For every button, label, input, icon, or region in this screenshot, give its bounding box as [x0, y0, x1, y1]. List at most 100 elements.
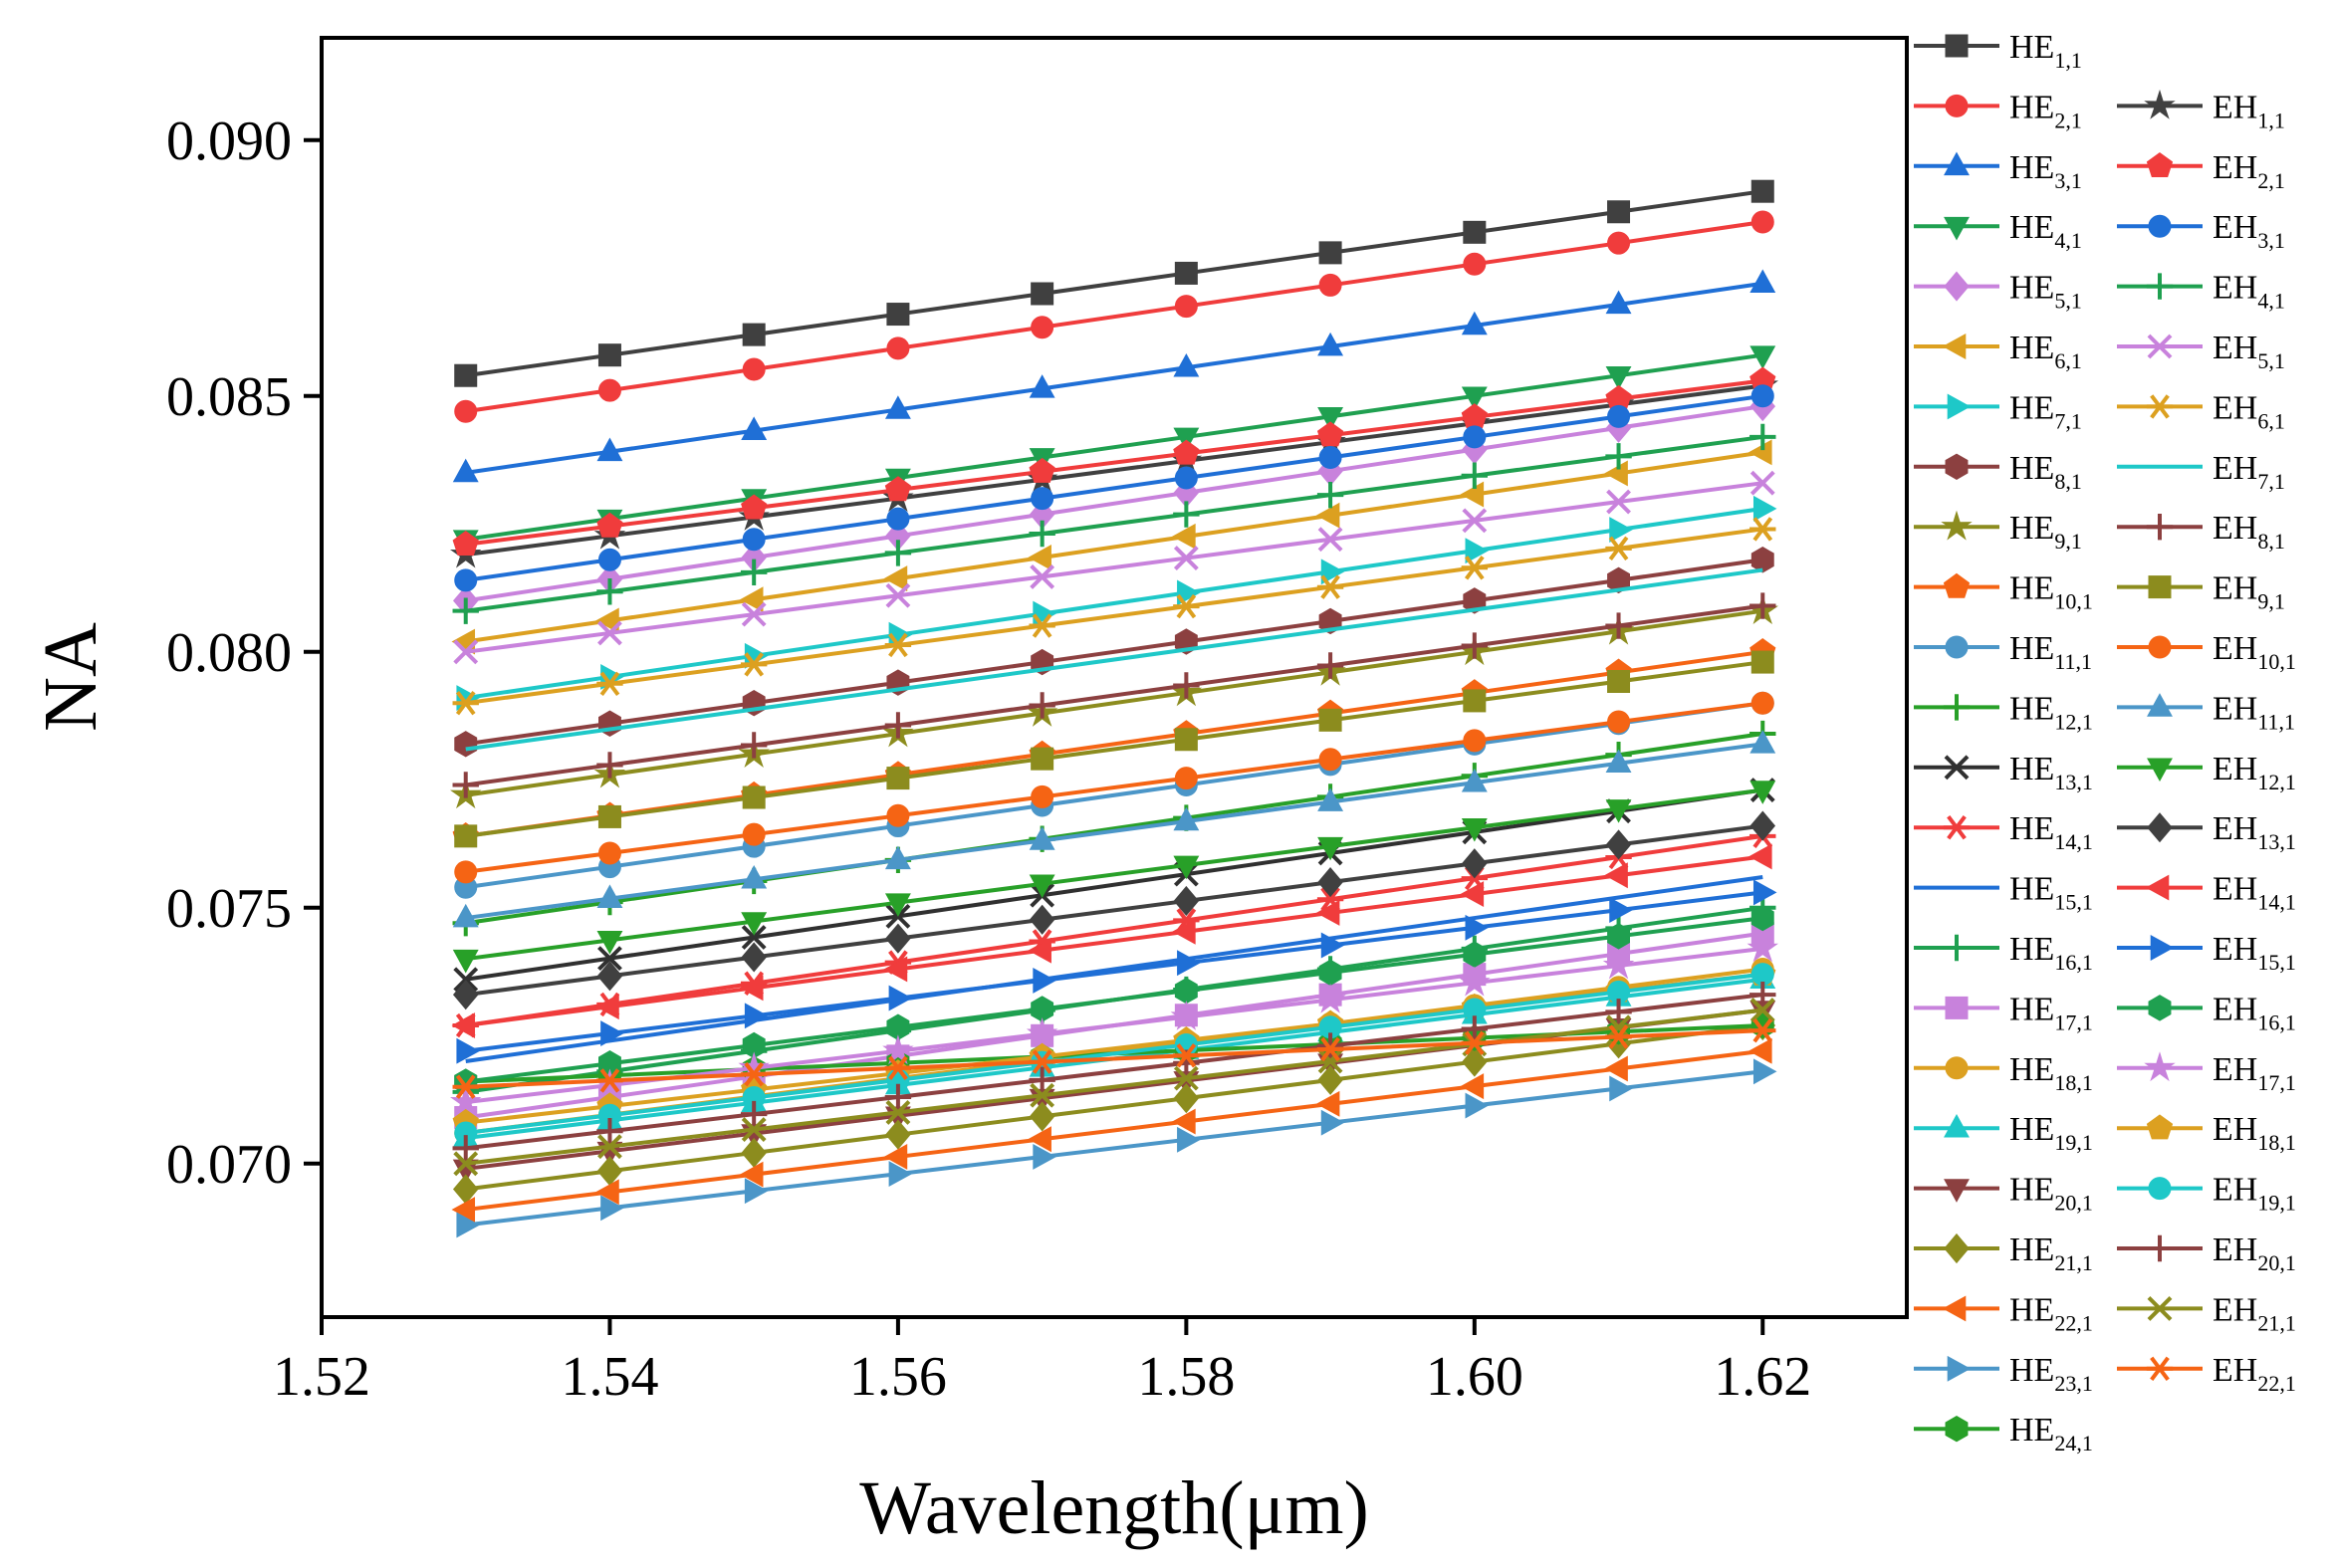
data-point [452, 949, 479, 974]
legend-marker [1943, 815, 1971, 840]
legend-label: HE7,1 [2009, 389, 2082, 433]
series-line [465, 1048, 1763, 1213]
legend-marker [1945, 635, 1969, 659]
series-eh19-1 [454, 963, 1774, 1145]
series-he2-1 [454, 210, 1774, 423]
data-point [740, 559, 768, 586]
data-point [597, 841, 621, 865]
legend-item: EH8,1 [2117, 510, 2285, 554]
data-point [741, 942, 767, 973]
series-he15-1 [465, 874, 1763, 1063]
legend: HE1,1 HE2,1 HE3,1 HE4,1 HE5,1 HE6,1 HE7,1 HE8,1… [1914, 29, 2296, 1456]
legend-label: EH10,1 [2213, 630, 2296, 674]
data-point [453, 1151, 479, 1177]
data-point [1173, 1065, 1199, 1091]
data-point [741, 912, 768, 936]
series-line [465, 281, 1763, 475]
data-point [1317, 1048, 1343, 1074]
legend-marker [1944, 1179, 1970, 1203]
legend-marker [2146, 1114, 2174, 1140]
x-tick-label: 1.52 [273, 1346, 370, 1408]
series-eh20-1 [452, 981, 1776, 1162]
data-point [1749, 781, 1776, 804]
data-point [1461, 462, 1489, 489]
data-point [1605, 290, 1632, 315]
data-point [742, 357, 766, 381]
data-point [1173, 593, 1200, 619]
data-point [741, 494, 768, 520]
data-point [1750, 179, 1774, 203]
data-point [454, 568, 478, 592]
data-point [739, 586, 764, 613]
data-point [1316, 481, 1344, 509]
data-point [452, 980, 479, 1010]
legend-marker [2147, 693, 2173, 717]
data-point [1750, 210, 1774, 234]
data-point [1030, 563, 1055, 589]
data-point [452, 531, 479, 557]
series-he5-1 [452, 391, 1776, 616]
series-eh8-1 [452, 592, 1776, 798]
data-point [1747, 932, 1778, 963]
legend-label: EH14,1 [2213, 871, 2296, 915]
series-line [465, 383, 1763, 558]
data-point [1606, 489, 1631, 515]
legend-item: HE14,1 [1914, 810, 2093, 854]
data-point [1752, 879, 1777, 906]
series-line [465, 701, 1763, 874]
data-point [452, 1135, 479, 1162]
data-point [744, 1003, 769, 1029]
data-point [740, 732, 768, 759]
data-point [1605, 799, 1632, 823]
data-point [595, 994, 619, 1020]
data-point [595, 1179, 619, 1206]
legend-item: EH1,1 [2117, 89, 2285, 132]
legend-marker [2146, 273, 2174, 300]
data-point [596, 752, 623, 779]
legend-marker [2147, 758, 2173, 783]
data-point [1605, 365, 1632, 390]
legend-item: EH19,1 [2117, 1172, 2296, 1216]
series-he6-1 [451, 439, 1772, 655]
legend-item: EH15,1 [2117, 931, 2296, 975]
legend-marker [2146, 1356, 2174, 1381]
data-point [1029, 692, 1055, 719]
data-point [1172, 918, 1196, 945]
legend-item: EH12,1 [2117, 751, 2296, 794]
data-point [1465, 1092, 1490, 1119]
series-line [465, 874, 1763, 1063]
data-point [1749, 517, 1776, 542]
series-eh10-1 [454, 691, 1774, 884]
legend-label: HE15,1 [2009, 871, 2093, 915]
legend-label: EH5,1 [2213, 330, 2285, 373]
legend-label: EH20,1 [2213, 1232, 2296, 1275]
series-layer [450, 179, 1778, 1238]
legend-label: EH16,1 [2213, 991, 2296, 1034]
data-point [1172, 1108, 1196, 1135]
data-point [454, 860, 478, 884]
data-point [452, 772, 479, 798]
data-point [1318, 241, 1342, 265]
data-point [1605, 999, 1632, 1025]
series-line [465, 393, 1763, 582]
data-point [1170, 1000, 1203, 1030]
legend-label: EH6,1 [2213, 389, 2285, 433]
data-point [1317, 407, 1344, 431]
legend-marker [2148, 575, 2172, 599]
series-eh22-1 [452, 1017, 1776, 1099]
data-point [742, 785, 766, 809]
legend-item: EH3,1 [2117, 209, 2285, 253]
legend-item: EH2,1 [2117, 149, 2285, 193]
legend-item: HE10,1 [1914, 570, 2093, 614]
data-point [1318, 959, 1342, 987]
series-line [465, 660, 1763, 838]
legend-item: HE20,1 [1914, 1172, 2093, 1216]
data-point [1460, 1073, 1485, 1100]
data-point [453, 967, 479, 993]
legend-marker [1943, 694, 1971, 721]
data-point [1317, 787, 1344, 811]
legend-item: EH10,1 [2117, 630, 2296, 674]
data-point [1031, 784, 1054, 808]
legend-label: EH7,1 [2213, 450, 2285, 494]
data-point [883, 956, 908, 983]
